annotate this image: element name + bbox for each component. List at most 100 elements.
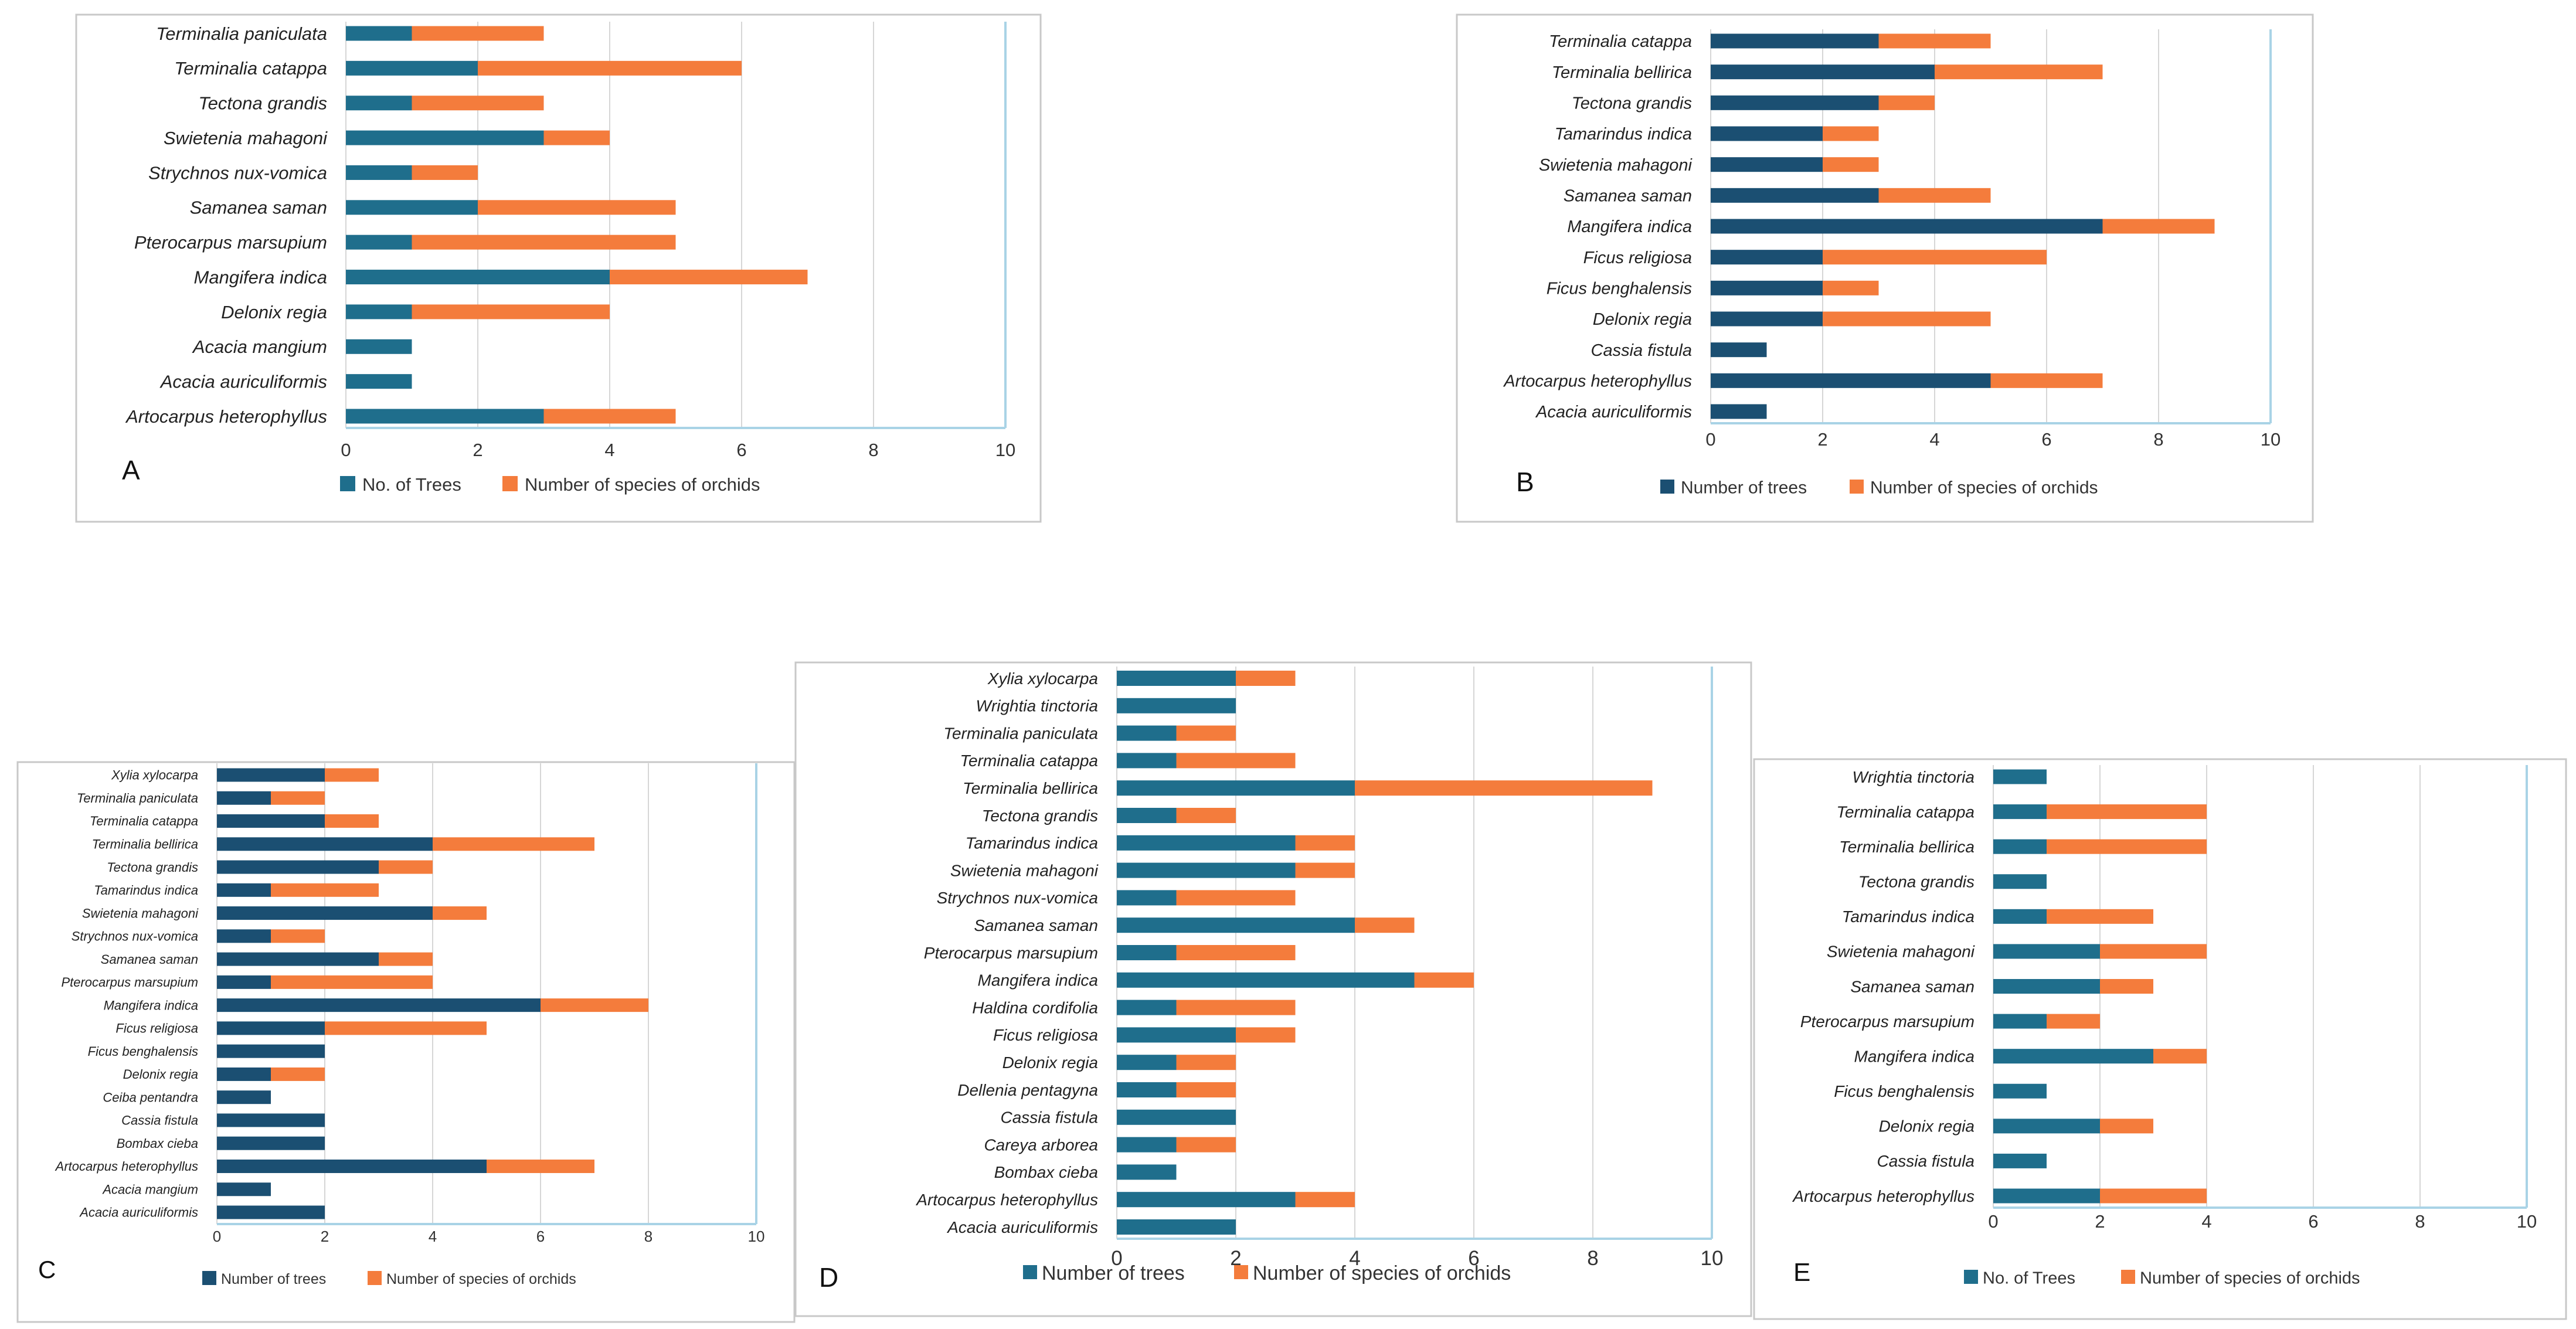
x-tick-label: 8 (2415, 1211, 2425, 1232)
bar-orchid-species (1823, 280, 1879, 295)
bar-orchid-species (1176, 890, 1296, 906)
x-tick-label: 10 (748, 1228, 765, 1245)
bar-orchid-species (379, 860, 433, 874)
legend-swatch (1234, 1265, 1248, 1279)
bar-orchid-species (2100, 1188, 2207, 1204)
category-label: Ficus religiosa (1583, 249, 1692, 267)
bar-trees (217, 1182, 271, 1197)
bar-trees (217, 975, 271, 989)
category-label: Artocarpus heterophyllus (55, 1159, 198, 1174)
x-tick-label: 2 (1817, 429, 1827, 450)
category-label: Pterocarpus marsupium (134, 232, 327, 253)
x-tick-label: 2 (321, 1228, 329, 1245)
bar-orchid-species (610, 270, 808, 285)
category-label: Tectona grandis (1858, 873, 1975, 891)
bar-trees (1117, 1082, 1177, 1097)
bar-orchid-species (1236, 671, 1296, 686)
legend: Number of trees Number of species of orch… (1023, 1262, 1511, 1284)
bar-trees (346, 270, 610, 285)
category-label: Ficus benghalensis (1834, 1082, 1975, 1100)
legend-label: Number of species of orchids (386, 1271, 576, 1287)
bar-trees (1993, 839, 2047, 854)
bar-trees (217, 1136, 325, 1150)
bar-orchid-species (2153, 1049, 2207, 1064)
x-tick-label: 2 (473, 440, 482, 460)
bar-trees (346, 130, 544, 145)
legend-label: Number of trees (1681, 478, 1807, 498)
bar-orchid-species (1935, 64, 2103, 80)
bar-trees (1117, 1000, 1177, 1015)
x-tick-label: 0 (213, 1228, 221, 1245)
category-label: Strychnos nux-vomica (72, 929, 198, 944)
x-tick-label: 4 (429, 1228, 437, 1245)
legend-swatch (202, 1271, 216, 1285)
category-label: Terminalia catappa (960, 752, 1098, 770)
legend-swatch (340, 476, 355, 491)
bar-trees (217, 791, 271, 805)
x-tick-label: 10 (2261, 429, 2281, 450)
chart-panel-d: 0 2 4 6 8 10 Xylia xylocarpa Wrightia tinctoria… (794, 661, 1752, 1317)
bar-orchid-species (325, 814, 379, 828)
bar-trees (217, 929, 271, 943)
category-label: Bombax cieba (994, 1163, 1098, 1181)
bar-trees (1117, 725, 1177, 741)
bar-trees (346, 234, 412, 250)
bar-trees (217, 1067, 271, 1081)
category-label: Terminalia bellirica (1552, 63, 1692, 82)
x-tick-label: 0 (1705, 429, 1715, 450)
category-label: Terminalia bellirica (92, 837, 198, 851)
category-label: Ficus religiosa (115, 1021, 198, 1036)
x-tick-label: 6 (736, 440, 746, 460)
bar-orchid-species (271, 1067, 325, 1081)
category-label: Pterocarpus marsupium (924, 944, 1098, 962)
bar-trees (217, 883, 271, 897)
bar-orchid-species (433, 837, 594, 851)
category-label: Swietenia mahagoni (1539, 156, 1693, 175)
legend-swatch (1850, 480, 1864, 494)
category-label: Xylia xylocarpa (111, 768, 198, 783)
bar-trees (1993, 769, 2047, 784)
bar-trees (346, 409, 544, 424)
bar-trees (217, 814, 325, 828)
category-label: Delonix regia (1002, 1053, 1098, 1072)
x-tick-label: 6 (536, 1228, 545, 1245)
bar-trees (1993, 1083, 2047, 1099)
x-tick-label: 4 (1929, 429, 1939, 450)
category-label: Acacia auriculiformis (79, 1205, 198, 1220)
bar-trees (217, 998, 541, 1012)
bar-trees (1711, 33, 1879, 49)
category-label: Samanea saman (101, 952, 198, 967)
legend-label: Number of species of orchids (1253, 1262, 1511, 1284)
bar-orchid-species (2100, 944, 2207, 959)
legend-label: Number of trees (221, 1271, 326, 1287)
category-label: Tectona grandis (1572, 94, 1692, 113)
category-label: Mangifera indica (978, 971, 1098, 990)
bar-orchid-species (478, 200, 676, 215)
bar-trees (217, 1044, 325, 1058)
category-label: Mangifera indica (1567, 217, 1692, 236)
bar-trees (346, 304, 412, 319)
panel-label: A (122, 455, 140, 485)
x-tick-label: 10 (2517, 1211, 2537, 1232)
bar-orchid-species (2100, 979, 2153, 994)
bar-trees (217, 1090, 271, 1104)
legend-label: No. of Trees (362, 474, 461, 495)
bar-trees (1993, 1014, 2047, 1029)
category-label: Terminalia paniculata (156, 23, 327, 44)
bar-orchid-species (1878, 188, 1991, 203)
bar-trees (1993, 1153, 2047, 1168)
legend-swatch (502, 476, 518, 491)
panel-frame (16, 761, 796, 1323)
category-label: Ficus benghalensis (88, 1044, 198, 1059)
category-label: Ceiba pentandra (103, 1090, 198, 1104)
bar-trees (217, 860, 379, 874)
x-tick-label: 2 (2095, 1211, 2105, 1232)
bar-orchid-species (271, 975, 433, 989)
category-label: Artocarpus heterophyllus (915, 1191, 1098, 1209)
bar-orchid-species (1823, 250, 2047, 265)
panel-label: D (819, 1262, 838, 1293)
bar-orchid-species (271, 791, 325, 805)
bar-orchid-species (412, 165, 478, 180)
bar-orchid-species (1176, 1000, 1296, 1015)
bar-orchid-species (1295, 862, 1355, 878)
